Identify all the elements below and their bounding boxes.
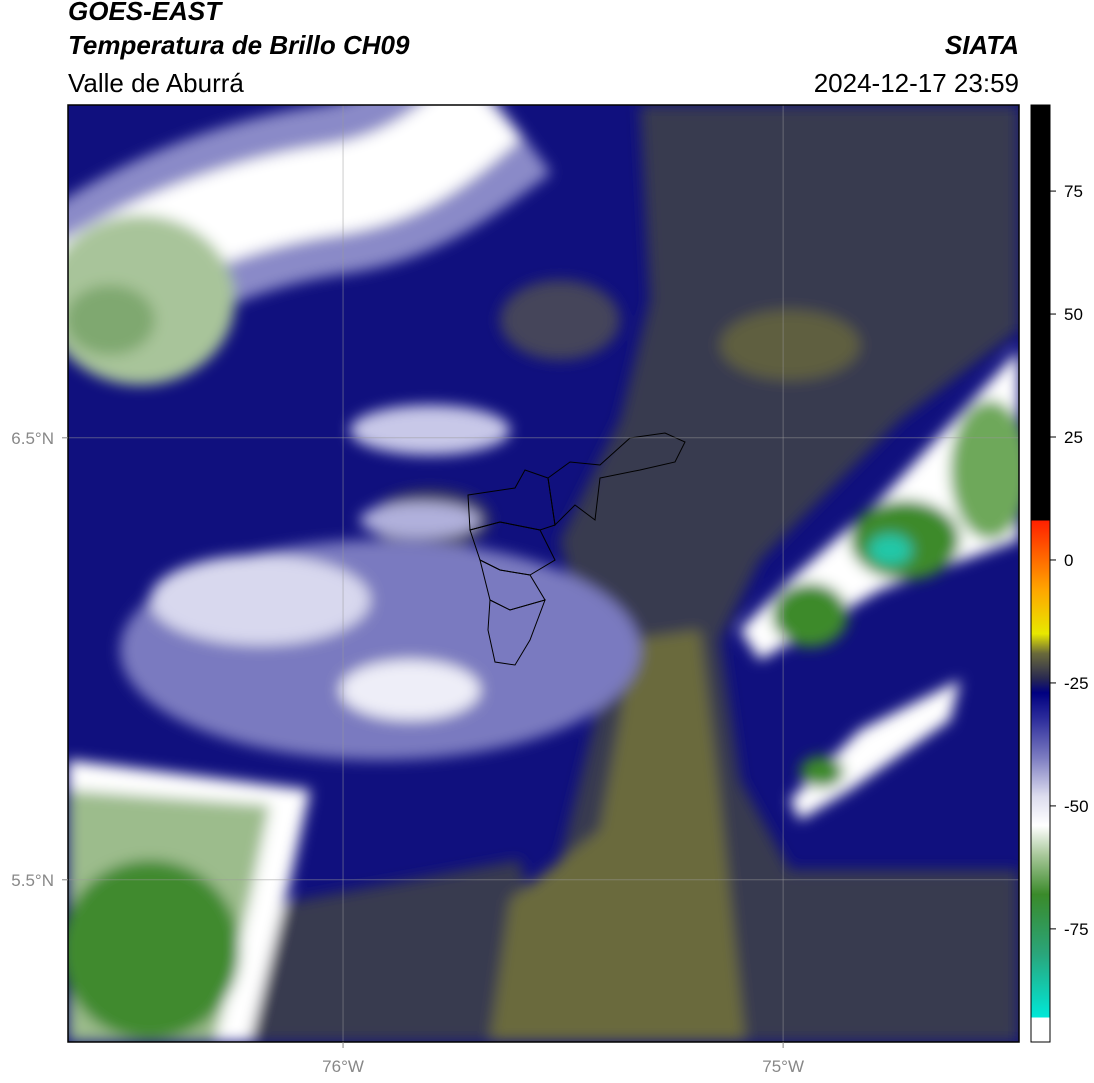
colorbar-tick-label: -75 bbox=[1064, 920, 1089, 939]
x-tick-label: 75°W bbox=[762, 1057, 804, 1076]
colorbar-tick-label: 50 bbox=[1064, 305, 1083, 324]
satellite-image bbox=[68, 105, 1019, 1042]
colorbar-tick-label: 75 bbox=[1064, 182, 1083, 201]
colorbar-tick-label: -50 bbox=[1064, 797, 1089, 816]
y-tick-label: 6.5°N bbox=[11, 429, 54, 448]
region-title: Valle de Aburrá bbox=[68, 68, 244, 98]
datetime-title: 2024-12-17 23:59 bbox=[814, 68, 1019, 98]
colorbar bbox=[1030, 104, 1051, 1043]
agency-title: SIATA bbox=[945, 30, 1019, 60]
colorbar-tick-label: 0 bbox=[1064, 551, 1073, 570]
x-tick-label: 76°W bbox=[322, 1057, 364, 1076]
colorbar-tick-label: -25 bbox=[1064, 674, 1089, 693]
source-title: GOES-EAST bbox=[68, 0, 223, 26]
product-title: Temperatura de Brillo CH09 bbox=[68, 30, 410, 60]
map-frame bbox=[67, 104, 1020, 1043]
y-tick-label: 5.5°N bbox=[11, 871, 54, 890]
valley-outline bbox=[467, 432, 686, 666]
colorbar-tick-label: 25 bbox=[1064, 428, 1083, 447]
